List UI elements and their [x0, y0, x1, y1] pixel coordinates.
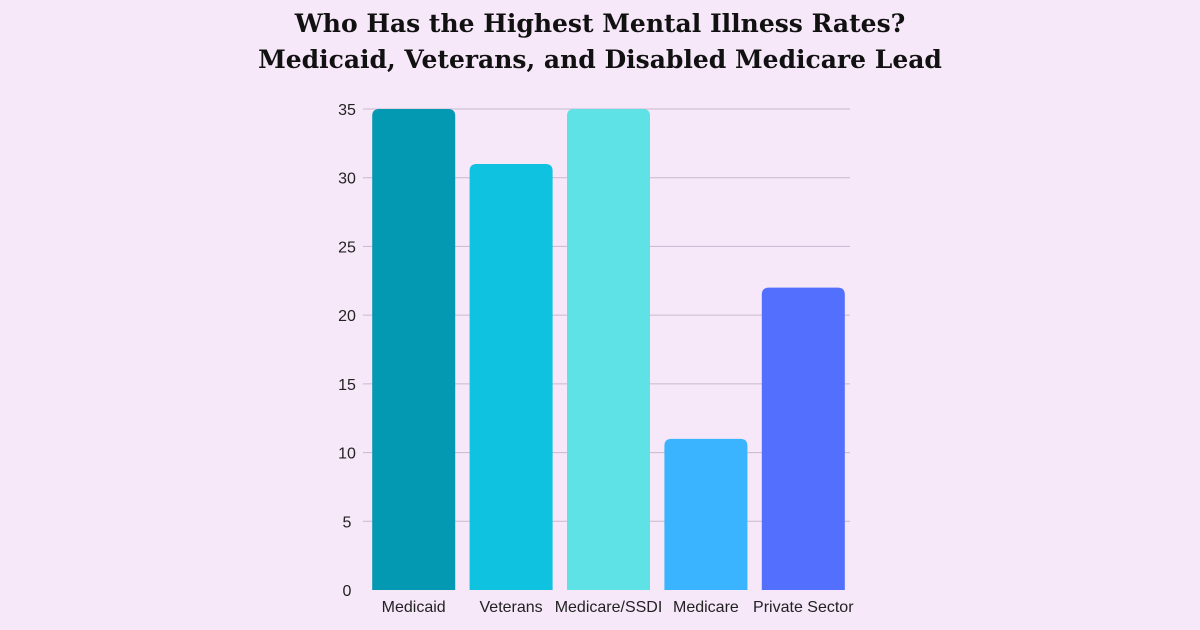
x-tick-label: Medicare: [673, 599, 739, 616]
bar-medicare-ssdi: [567, 109, 650, 590]
chart-title-line-1: Who Has the Highest Mental Illness Rates…: [294, 9, 906, 38]
bar-veterans: [469, 163, 553, 590]
y-tick-label: 25: [338, 239, 356, 256]
y-tick-label: 30: [338, 171, 356, 188]
bar-private-sector: [761, 287, 845, 590]
chart-title-line-2: Medicaid, Veterans, and Disabled Medicar…: [258, 45, 942, 74]
x-tick-label: Medicare/SSDI: [555, 599, 663, 616]
x-tick-label: Medicaid: [382, 599, 446, 616]
chart-title: Who Has the Highest Mental Illness Rates…: [0, 6, 1200, 78]
y-tick-label: 20: [338, 308, 356, 325]
y-tick-label: 15: [338, 377, 356, 394]
y-tick-label: 10: [338, 446, 356, 463]
y-tick-label: 35: [338, 102, 356, 119]
y-tick-label: 0: [343, 583, 352, 600]
x-tick-label: Veterans: [480, 599, 543, 616]
x-tick-label: Private Sector: [753, 599, 854, 616]
bar-medicaid: [372, 109, 456, 590]
y-tick-label: 5: [343, 514, 352, 531]
bar-medicare: [664, 438, 748, 590]
